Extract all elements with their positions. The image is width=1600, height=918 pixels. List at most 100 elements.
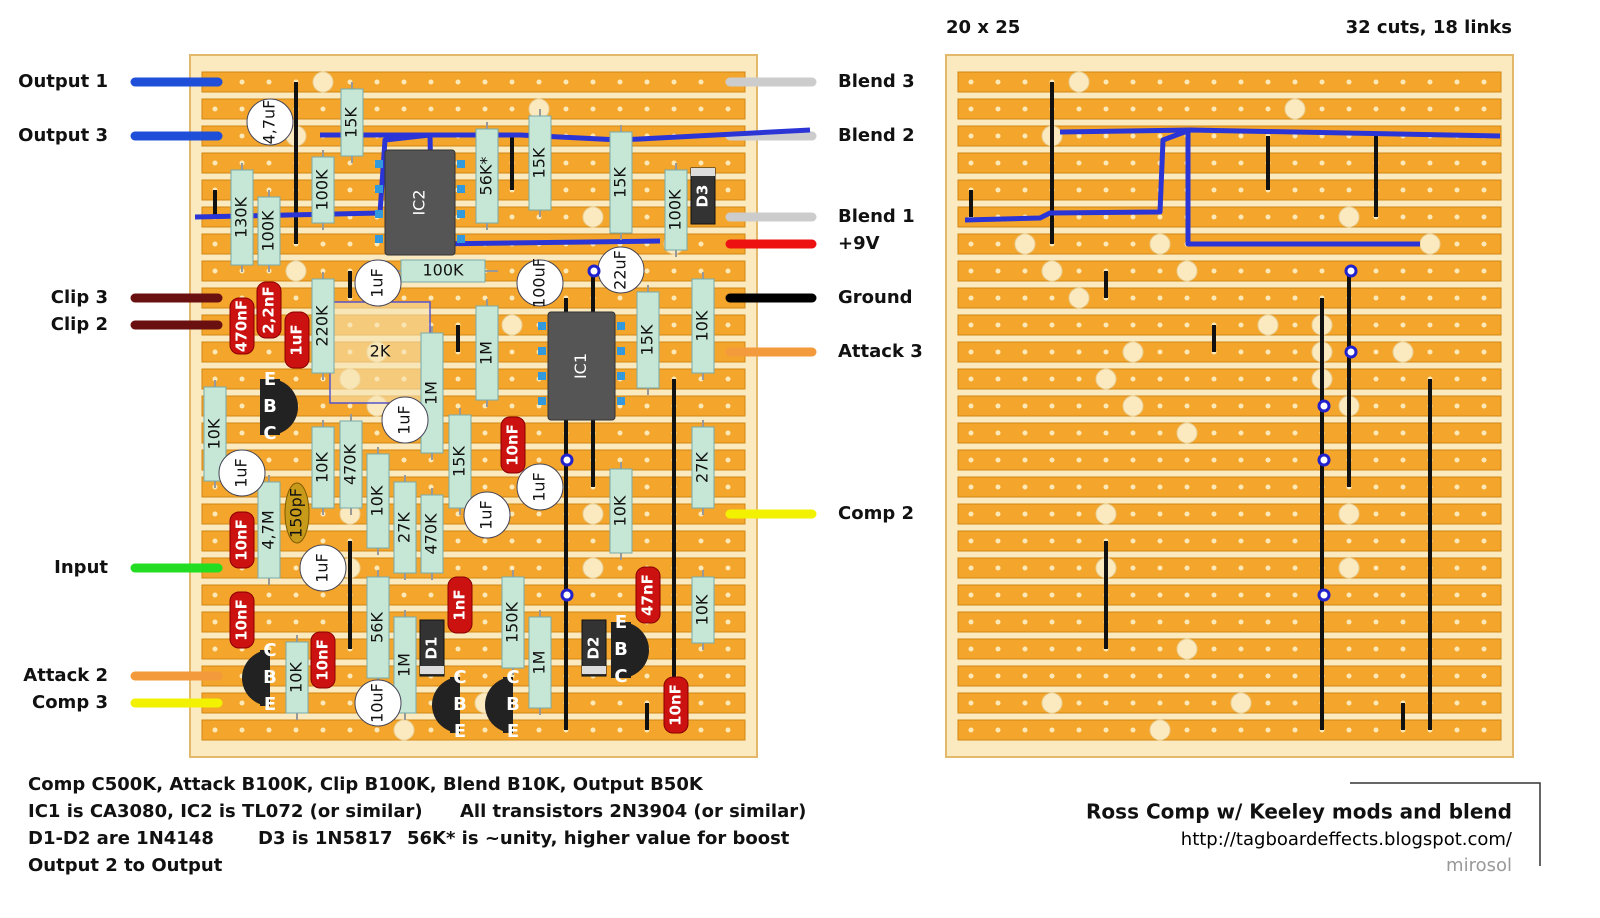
copper-strip [201,719,746,741]
wire-label: Ground [838,287,913,308]
resistor-label: 10K [287,662,306,693]
hole [995,457,1001,463]
hole [1022,268,1028,274]
electrolytic-cap [463,491,511,539]
hole [1184,295,1190,301]
transistor-body [503,677,513,733]
hole [1481,700,1487,706]
hole [968,565,974,571]
hole [1130,241,1136,247]
hole [1481,295,1487,301]
hole [1049,295,1055,301]
hole [1346,592,1352,598]
ceramic-cap [284,482,310,544]
resistor-label: 15K [530,147,549,178]
footer-url: http://tagboardeffects.blogspot.com/ [1181,829,1513,850]
hole [1481,268,1487,274]
copper-strip [957,638,1502,660]
hole [1454,727,1460,733]
hole [266,457,272,463]
hole [1292,457,1298,463]
transistor-pin: E [454,721,466,742]
hole [1265,214,1271,220]
hole [1103,322,1109,328]
hole [293,565,299,571]
hole [698,565,704,571]
copper-strip [957,557,1502,579]
hole [1157,430,1163,436]
transistor-pin: B [263,667,277,688]
ic-pin [538,397,546,405]
hole [239,79,245,85]
film-cap-label: 1uF [288,324,306,355]
hole [1184,700,1190,706]
hole [1400,565,1406,571]
hole [1184,376,1190,382]
transistor-pin: C [614,666,627,687]
hole [1454,214,1460,220]
hole [1157,538,1163,544]
hole [1400,592,1406,598]
hole [1130,295,1136,301]
hole [1211,403,1217,409]
hole [1454,673,1460,679]
hole [1292,214,1298,220]
note: 56K* is ~unity, higher value for boost [407,828,790,849]
electrolytic-cap [381,396,429,444]
hole [1238,133,1244,139]
hole [1373,646,1379,652]
ic-pin [617,322,625,330]
hole [1157,619,1163,625]
hole [1454,376,1460,382]
transistor-pin: E [507,721,519,742]
hole [968,592,974,598]
hole [1265,619,1271,625]
hole [212,376,218,382]
hole [1157,565,1163,571]
copper-strip [201,314,746,336]
diode-band [691,168,715,176]
hole [995,403,1001,409]
hole [644,106,650,112]
hole [1319,160,1325,166]
copper-strip [957,476,1502,498]
hole [1292,376,1298,382]
hole [1157,133,1163,139]
hole [590,700,596,706]
resistor-label: 1M [530,651,549,675]
hole [1076,619,1082,625]
copper-strip [957,341,1502,363]
wire-label: Blend 2 [838,125,915,146]
ic-pin [375,160,383,168]
hole [1346,646,1352,652]
hole [1022,484,1028,490]
hole [1022,322,1028,328]
resistor [400,259,486,283]
hole [1454,457,1460,463]
hole [1049,511,1055,517]
resistor-label: 470K [341,443,360,485]
hole [1022,349,1028,355]
note: Output 2 to Output [28,855,223,876]
track-cut [1284,98,1306,120]
hole [995,349,1001,355]
hole [995,565,1001,571]
transistor-pin: C [263,423,276,444]
hole [239,133,245,139]
resistor-label: 220K [313,305,332,347]
hole [1103,457,1109,463]
hole [1049,646,1055,652]
hole [266,349,272,355]
hole [509,295,515,301]
hole [536,430,542,436]
hole [995,511,1001,517]
hole [725,430,731,436]
hole [1238,268,1244,274]
hole [509,403,515,409]
electrolytic-label: 100uF [530,258,549,308]
hole [401,295,407,301]
ic-label: IC1 [571,353,590,379]
hole [1454,565,1460,571]
hole [1292,160,1298,166]
hole [401,592,407,598]
